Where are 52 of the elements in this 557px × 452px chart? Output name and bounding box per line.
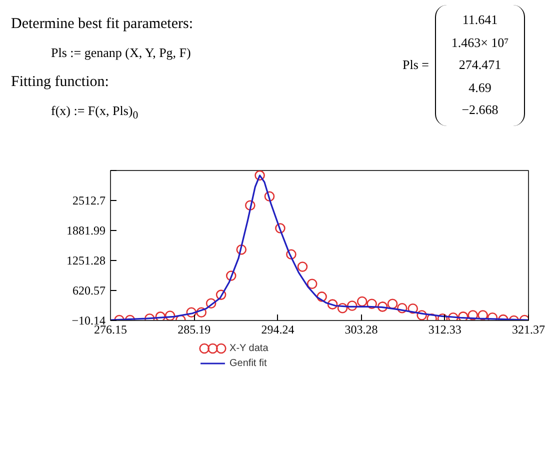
y-tick-label: 2512.7 <box>72 194 106 208</box>
point <box>245 200 256 211</box>
point <box>275 223 286 234</box>
point <box>468 310 478 320</box>
point <box>206 298 216 309</box>
point <box>155 312 166 320</box>
point <box>186 307 197 318</box>
point <box>216 290 226 300</box>
text: Pls := genanp (X, Y, Pg, F) <box>50 44 192 62</box>
point <box>396 302 408 314</box>
y-tick-label: 1881.99 <box>66 224 106 238</box>
text: −2.668 <box>460 101 500 120</box>
point <box>478 310 488 320</box>
point <box>458 312 468 320</box>
point <box>236 244 247 255</box>
text: 11.641 <box>461 11 499 29</box>
text: Determine best fit parameters: <box>11 15 194 34</box>
x-tick-label: 321.37 <box>512 322 545 336</box>
y-tick-label: 1251.28 <box>66 254 106 268</box>
point <box>316 292 327 302</box>
point <box>254 170 265 181</box>
point <box>487 312 498 320</box>
point <box>366 298 377 309</box>
point <box>164 310 176 320</box>
point <box>196 307 207 318</box>
text: f(x) := F(x, Pls)$_{0}$ <box>50 102 140 124</box>
x-tick-label: 285.19 <box>178 322 211 336</box>
point <box>286 249 296 260</box>
point <box>264 191 275 202</box>
text: 4.69 <box>468 78 492 97</box>
text: 1.463× 10⁷ <box>450 34 510 52</box>
point <box>327 299 338 310</box>
point <box>226 270 236 281</box>
legend-label: Genfit fit <box>230 358 267 369</box>
point <box>337 302 348 314</box>
x-tick-label: 294.24 <box>261 322 294 336</box>
text: Fitting function: <box>11 72 110 92</box>
point <box>377 302 388 312</box>
point <box>408 303 418 314</box>
x-tick-label: 312.33 <box>428 322 462 336</box>
point <box>416 310 427 320</box>
text: Pls = <box>402 56 429 74</box>
text: 274.471 <box>458 56 502 74</box>
point <box>297 262 308 272</box>
y-tick-label: 620.57 <box>72 284 106 298</box>
point <box>387 298 398 309</box>
point <box>306 278 318 290</box>
point <box>346 300 358 311</box>
point <box>356 296 368 307</box>
point <box>448 312 458 320</box>
legend-label: X-Y data <box>230 343 269 354</box>
x-tick-label: 303.28 <box>344 322 378 336</box>
